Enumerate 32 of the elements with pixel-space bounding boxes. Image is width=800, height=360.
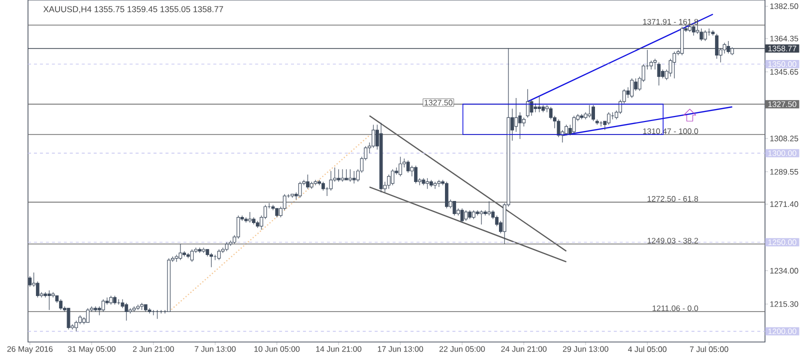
candlestick bbox=[672, 51, 676, 79]
candlestick bbox=[314, 180, 318, 186]
candlestick bbox=[379, 122, 383, 193]
candlestick bbox=[580, 114, 584, 120]
candlestick bbox=[44, 292, 48, 298]
candlestick bbox=[198, 247, 202, 254]
candlestick bbox=[414, 165, 418, 184]
candlestick bbox=[310, 181, 314, 190]
candlestick bbox=[182, 250, 186, 257]
candlestick bbox=[120, 298, 124, 308]
candlestick bbox=[109, 295, 113, 305]
candlestick bbox=[530, 99, 534, 116]
candlestick bbox=[148, 308, 152, 314]
candlestick bbox=[464, 210, 468, 222]
candlestick bbox=[298, 181, 302, 198]
candlestick bbox=[444, 181, 448, 209]
candlestick bbox=[228, 240, 232, 246]
candlestick bbox=[128, 308, 132, 314]
candlestick bbox=[556, 119, 560, 138]
candlestick bbox=[437, 180, 441, 188]
candlestick bbox=[202, 247, 206, 254]
candlestick bbox=[422, 178, 426, 186]
text: XAUUSD,H4 1355.75 1359.45 1355.05 1358.77 bbox=[43, 6, 224, 14]
candlestick bbox=[476, 210, 480, 216]
candlestick bbox=[174, 254, 178, 262]
candlestick bbox=[352, 170, 356, 184]
candlestick bbox=[28, 276, 32, 288]
candlestick bbox=[588, 104, 592, 118]
candlestick bbox=[390, 168, 394, 186]
candlestick bbox=[94, 306, 98, 312]
candlestick bbox=[51, 292, 55, 298]
candlestick bbox=[480, 210, 484, 225]
